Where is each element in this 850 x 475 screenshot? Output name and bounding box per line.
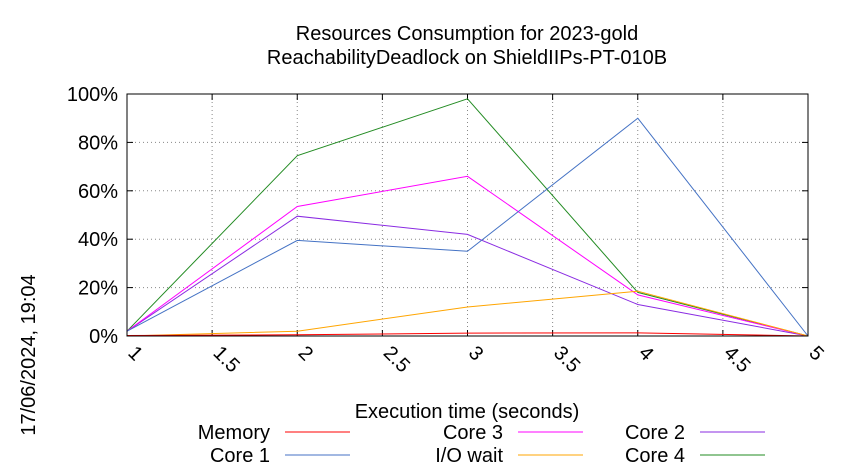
legend-label: Core 4 <box>625 445 685 467</box>
series-line-core-2 <box>126 215 809 337</box>
series-line-core-3 <box>126 175 809 337</box>
series-line-core-1 <box>126 117 809 337</box>
legend-label: Core 1 <box>210 445 270 467</box>
legend-label: Core 3 <box>443 422 503 444</box>
plot-frame <box>126 93 809 337</box>
x-axis-label: Execution time (seconds) <box>355 401 580 423</box>
legend-entry-core-4: Core 4 <box>625 445 765 467</box>
x-tick-label: 2 <box>294 342 317 365</box>
y-tick-label: 60% <box>78 181 118 203</box>
legend-label: I/O wait <box>435 445 503 467</box>
legend-label: Core 2 <box>625 422 685 444</box>
series-line-memory <box>126 332 809 337</box>
x-tick-label: 3 <box>464 342 487 365</box>
legend-entry-i-o-wait: I/O wait <box>435 445 583 467</box>
x-tick-label: 3.5 <box>549 342 584 377</box>
y-tick-label: 20% <box>78 278 118 300</box>
chart-subtitle: ReachabilityDeadlock on ShieldIIPs-PT-01… <box>267 47 667 69</box>
series-lines <box>126 98 809 337</box>
x-tick-label: 4 <box>634 342 657 365</box>
y-tick-label: 100% <box>67 84 118 106</box>
timestamp-label: 17/06/2024, 19:04 <box>18 274 40 435</box>
x-tick-label: 4.5 <box>719 342 754 377</box>
x-tick-label: 1 <box>123 342 146 365</box>
series-line-i-o-wait <box>126 290 809 337</box>
y-tick-label: 0% <box>89 326 118 348</box>
x-tick-label: 1.5 <box>209 342 244 377</box>
chart-title: Resources Consumption for 2023-gold <box>296 23 638 45</box>
y-tick-label: 80% <box>78 132 118 154</box>
series-line-core-4 <box>126 98 809 337</box>
legend-entry-memory: Memory <box>198 422 350 444</box>
y-axis-ticks: 0% 20% 40% 60% 80% 100% <box>67 84 808 348</box>
x-tick-label: 2.5 <box>379 342 414 377</box>
legend-entry-core-1: Core 1 <box>210 445 350 467</box>
y-tick-label: 40% <box>78 229 118 251</box>
legend-entry-core-3: Core 3 <box>443 422 583 444</box>
grid <box>127 94 808 336</box>
x-tick-label: 5 <box>804 342 827 365</box>
legend-entry-core-2: Core 2 <box>625 422 765 444</box>
legend-label: Memory <box>198 422 270 444</box>
